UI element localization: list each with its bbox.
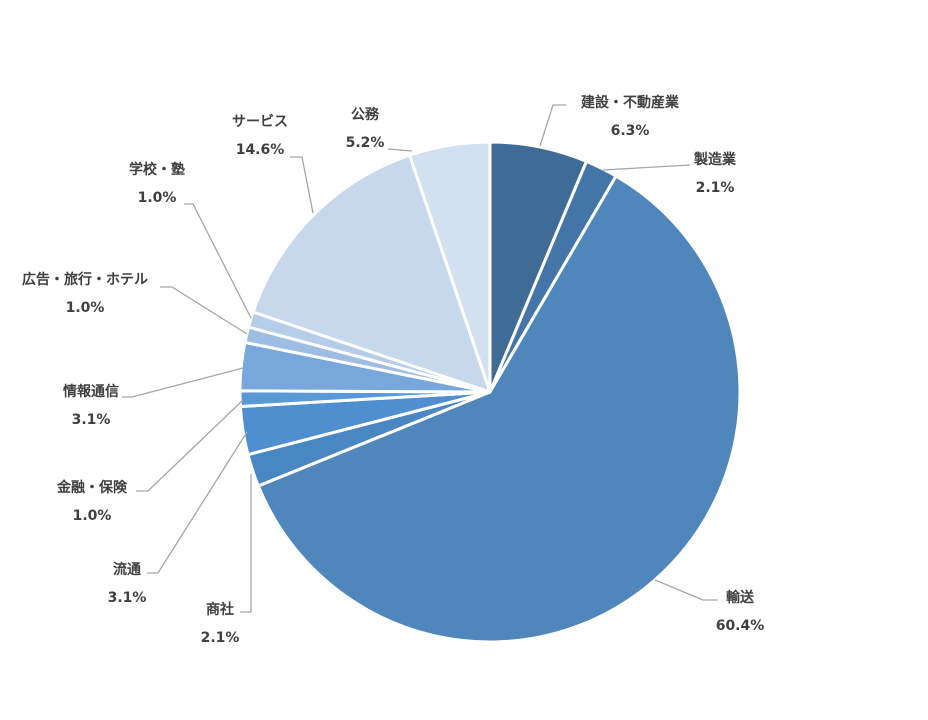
leader-line [290,156,314,214]
slice-value-label: 1.0% [66,300,105,316]
leader-line [122,367,244,398]
pie-slice [408,140,492,394]
leader-line [184,203,252,319]
slice-label: 建設・不動産業 [581,94,680,111]
slice-value-label: 60.4% [716,618,765,634]
slice-label: 商社 [206,601,234,618]
slice-label: 広告・旅行・ホテル [22,271,148,288]
slice-label: 公務 [351,106,380,123]
slice-label: 流通 [113,561,141,578]
slice-value-label: 1.0% [73,508,112,524]
leader-line [654,579,718,601]
leader-line [387,148,413,152]
slice-value-label: 1.0% [138,190,177,206]
pie-slice [256,174,742,644]
slice-label: 情報通信 [63,383,119,400]
slice-label: 学校・塾 [129,161,185,178]
slice-value-label: 5.2% [346,135,385,151]
pie-slice [251,153,492,394]
slice-label: 製造業 [693,151,737,168]
slice-value-label: 2.1% [201,630,240,646]
leader-line [147,431,248,574]
leader-line [240,474,252,613]
leader-line [136,399,244,492]
slice-label: 金融・保険 [56,479,128,496]
slice-label: サービス [232,114,288,130]
leader-line [160,286,248,335]
slice-value-label: 3.1% [108,590,147,606]
slice-value-label: 2.1% [696,180,735,196]
slice-value-label: 14.6% [236,142,285,158]
slice-value-label: 6.3% [611,123,650,139]
leader-line [539,104,566,147]
slice-label: 輸送 [726,589,755,606]
slice-value-label: 3.1% [72,412,111,428]
leader-line [602,164,691,171]
